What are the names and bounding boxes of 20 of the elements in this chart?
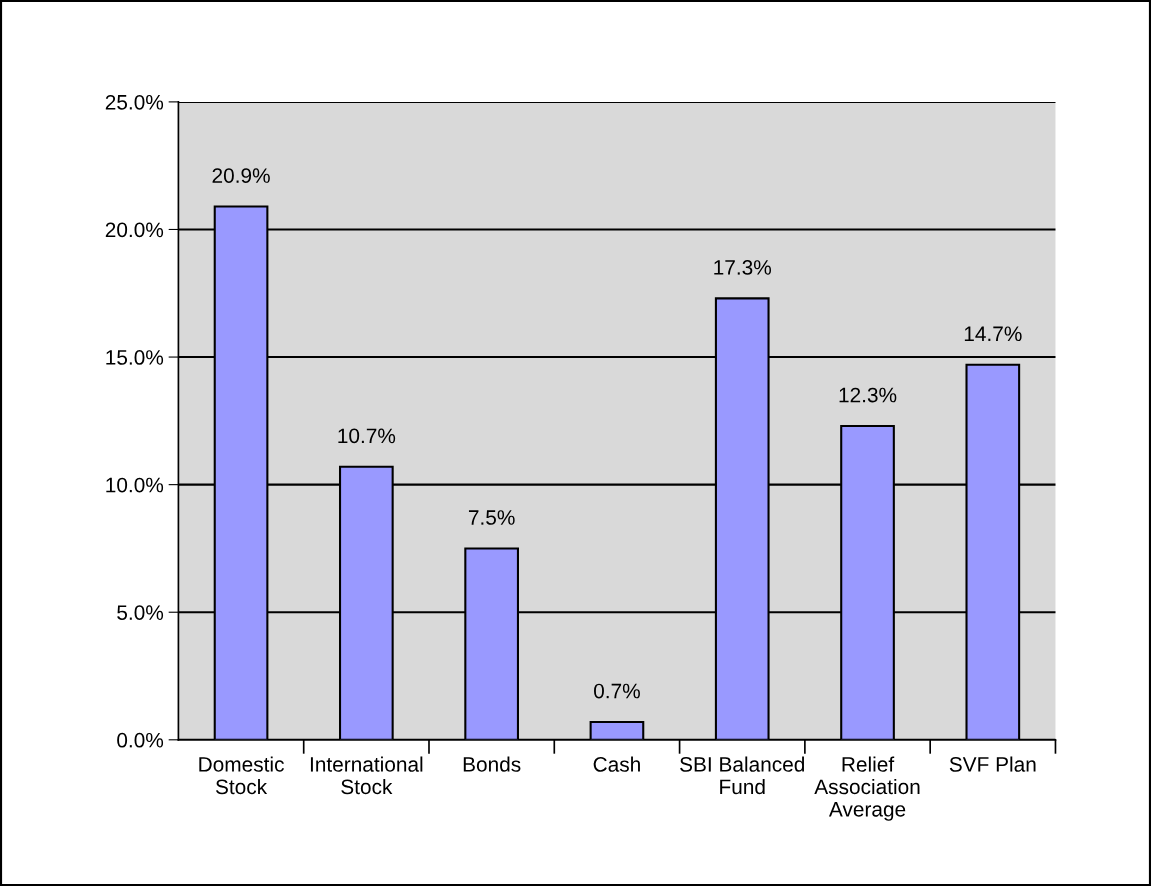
x-tick-label: SBI Balanced Fund — [680, 756, 805, 795]
x-tick-label: Bonds — [463, 756, 521, 772]
x-tick-label: International Stock — [310, 756, 423, 795]
y-tick-label: 10.0% — [106, 477, 164, 493]
data-label: 0.7% — [594, 683, 640, 699]
y-tick-label: 25.0% — [105, 94, 164, 110]
y-tick-label: 15.0% — [106, 350, 164, 365]
data-label: 17.3% — [714, 260, 772, 275]
data-label: 20.9% — [212, 168, 270, 183]
y-tick-label: 5.0% — [117, 605, 164, 620]
x-tick-label: Cash — [593, 756, 640, 772]
data-label: 12.3% — [839, 387, 897, 403]
data-label: 10.7% — [338, 428, 396, 444]
y-tick-label: 20.0% — [105, 222, 164, 238]
x-tick-label: Domestic Stock — [199, 756, 284, 795]
x-tick-label: Relief Association Average — [814, 756, 920, 821]
x-tick-label: SVF Plan — [949, 756, 1036, 772]
y-tick-label: 0.0% — [117, 732, 164, 748]
data-label: 14.7% — [964, 326, 1022, 342]
data-label: 7.5% — [468, 510, 515, 525]
